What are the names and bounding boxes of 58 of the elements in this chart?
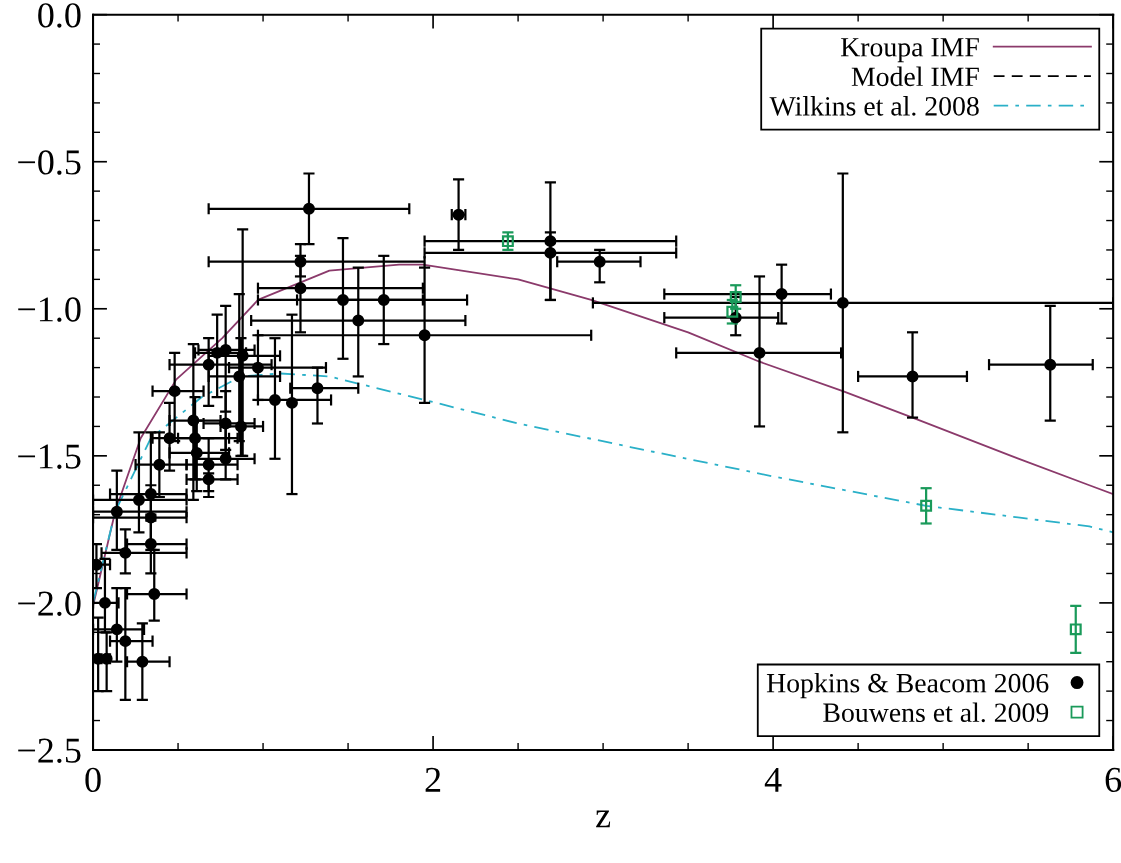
legend-label: Bouwens et al. 2009 bbox=[823, 702, 1049, 723]
point bbox=[920, 499, 933, 512]
point bbox=[729, 291, 742, 303]
point bbox=[593, 255, 606, 268]
point bbox=[110, 505, 123, 518]
point bbox=[163, 432, 176, 445]
point bbox=[1069, 623, 1082, 636]
point bbox=[148, 588, 161, 601]
point bbox=[753, 346, 766, 359]
x-tick-label: 4 bbox=[764, 767, 782, 792]
y-tick-label: −2.0 bbox=[18, 591, 81, 616]
point bbox=[168, 385, 181, 398]
point bbox=[144, 511, 157, 524]
point bbox=[294, 282, 307, 295]
point bbox=[202, 358, 215, 371]
point bbox=[836, 296, 849, 309]
point bbox=[136, 655, 149, 668]
x-tick-label: 6 bbox=[1105, 767, 1121, 793]
legend-label: Kroupa IMF bbox=[840, 38, 979, 63]
point bbox=[251, 361, 264, 374]
legend-label: Wilkins et al. 2008 bbox=[769, 96, 979, 116]
x-axis-title: z bbox=[596, 810, 611, 828]
point bbox=[233, 370, 246, 383]
point bbox=[501, 235, 514, 248]
point bbox=[544, 235, 557, 248]
point bbox=[153, 458, 166, 471]
point bbox=[211, 346, 224, 359]
point bbox=[726, 305, 739, 318]
y-tick-label: −2.5 bbox=[18, 738, 81, 763]
x-tick-label: 2 bbox=[425, 767, 441, 792]
legend-label: Hopkins & Beacom 2006 bbox=[766, 673, 1049, 699]
point bbox=[98, 596, 111, 609]
y-tick-label: −1.0 bbox=[18, 297, 81, 322]
x-tick-label: 0 bbox=[85, 767, 101, 793]
point bbox=[352, 314, 365, 327]
y-tick-label: −0.5 bbox=[18, 150, 81, 175]
point bbox=[110, 623, 123, 636]
point bbox=[775, 288, 788, 301]
point bbox=[294, 255, 307, 268]
y-tick-label: 0.0 bbox=[38, 3, 81, 28]
point bbox=[337, 293, 349, 306]
point bbox=[119, 546, 132, 559]
point bbox=[418, 329, 431, 342]
point bbox=[190, 446, 203, 459]
point bbox=[906, 370, 919, 383]
point bbox=[1044, 358, 1057, 371]
point bbox=[311, 382, 324, 395]
line-series bbox=[93, 372, 1114, 604]
point bbox=[544, 246, 557, 259]
point bbox=[119, 635, 132, 648]
point bbox=[189, 432, 202, 445]
point bbox=[268, 393, 281, 406]
point bbox=[234, 420, 247, 433]
legend-label: Model IMF bbox=[851, 66, 979, 87]
point bbox=[377, 293, 390, 306]
y-tick-label: −1.5 bbox=[18, 444, 81, 469]
point bbox=[202, 473, 215, 486]
point bbox=[303, 202, 315, 215]
